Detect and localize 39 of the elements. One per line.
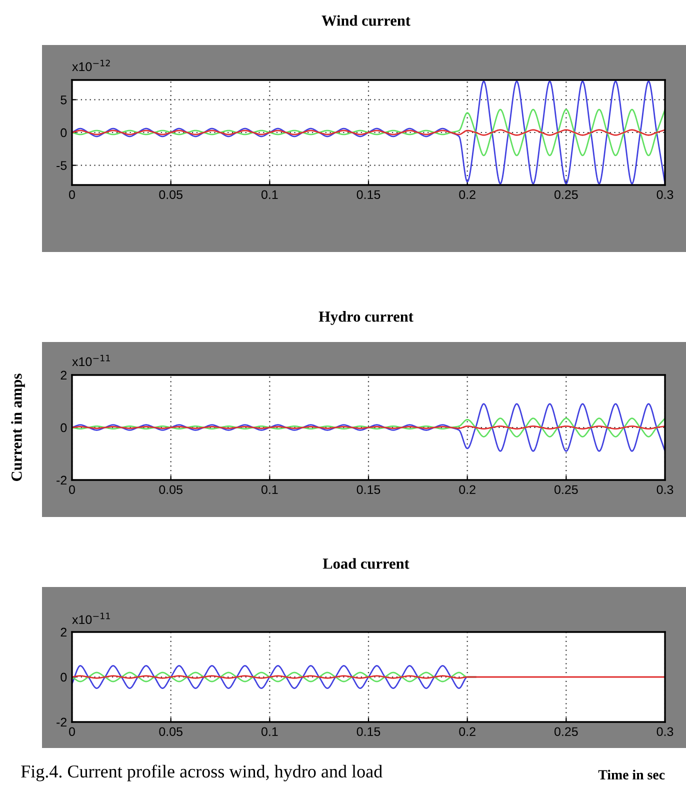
x-tick-label: 0.15 — [356, 190, 380, 200]
y-tick-label: 2 — [60, 628, 67, 637]
x-tick-label: 0.2 — [459, 485, 476, 494]
x-tick-label: 0.3 — [656, 190, 674, 200]
x-tick-label: 0.1 — [261, 727, 278, 736]
x-tick-label: 0.05 — [159, 485, 182, 494]
x-tick-label: 0.25 — [554, 190, 578, 200]
y-tick-label: 5 — [60, 96, 67, 104]
x-tick-label: 0.25 — [554, 485, 578, 494]
x-tick-label: 0 — [69, 190, 75, 200]
y-tick-label: 0 — [60, 128, 67, 138]
x-tick-label: 0.2 — [459, 190, 476, 200]
y-tick-label: -2 — [56, 718, 67, 727]
y-tick-label: 0 — [60, 672, 67, 682]
y-tick-label: 0 — [60, 423, 67, 432]
chart-title: Wind current — [322, 15, 410, 26]
x-tick-label: 0.25 — [554, 727, 578, 736]
x-tick-label: 0.15 — [356, 727, 380, 736]
x-tick-label: 0 — [69, 485, 75, 494]
x-axis-title: Time in sec — [598, 770, 665, 780]
text: x10$^{−11}$ — [72, 612, 110, 624]
x-tick-label: 0 — [69, 727, 75, 736]
x-tick-label: 0.05 — [159, 727, 182, 736]
x-tick-label: 0.1 — [261, 485, 278, 494]
chart-title: Load current — [322, 558, 410, 569]
y-axis-title: Current in amps — [11, 374, 25, 481]
x-tick-label: 0.2 — [459, 727, 476, 736]
y-tick-label: -2 — [56, 476, 67, 485]
text: x10$^{−12}$ — [72, 60, 110, 72]
caption: Fig.4. Current profile across wind, hydro and load — [21, 764, 382, 782]
x-tick-label: 0.3 — [656, 485, 674, 494]
text: x10$^{−11}$ — [72, 354, 110, 366]
x-tick-label: 0.05 — [159, 190, 182, 200]
x-tick-label: 0.1 — [261, 190, 278, 200]
chart-title: Hydro current — [318, 311, 414, 325]
x-tick-label: 0.3 — [656, 727, 674, 736]
y-tick-label: 2 — [60, 370, 67, 380]
x-tick-label: 0.15 — [356, 485, 380, 494]
y-tick-label: -5 — [56, 161, 67, 170]
